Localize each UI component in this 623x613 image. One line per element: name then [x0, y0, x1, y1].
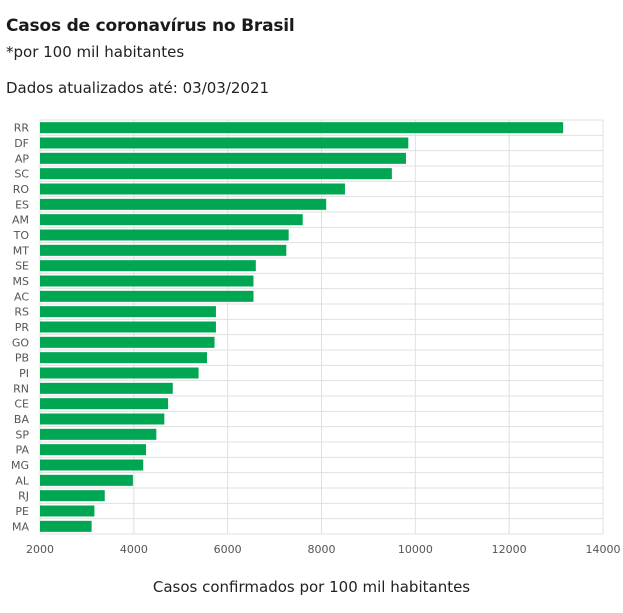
category-label: RJ	[18, 490, 29, 503]
category-label: SC	[14, 168, 29, 181]
category-label: CE	[14, 398, 29, 411]
category-label: MA	[12, 520, 29, 533]
bar-sp	[40, 428, 157, 440]
bar-am	[40, 214, 303, 226]
category-label: PA	[16, 444, 30, 457]
category-label: AC	[14, 290, 29, 303]
category-label: MT	[13, 244, 29, 257]
category-label: TO	[13, 229, 30, 242]
category-label: RO	[13, 183, 30, 196]
x-tick-label: 8000	[308, 543, 336, 556]
bar-ms	[40, 275, 254, 287]
category-label: SE	[15, 260, 29, 273]
bar-rs	[40, 306, 216, 318]
bar-pr	[40, 321, 216, 333]
x-tick-label: 6000	[214, 543, 242, 556]
bar-ap	[40, 152, 406, 164]
category-label: GO	[12, 336, 30, 349]
category-label: PI	[19, 367, 29, 380]
x-axis-label: Casos confirmados por 100 mil habitantes	[152, 578, 471, 596]
bar-al	[40, 474, 133, 486]
bar-ac	[40, 290, 254, 302]
category-label: ES	[15, 198, 29, 211]
category-label: SP	[15, 428, 29, 441]
category-label: RS	[14, 306, 29, 319]
category-label: AL	[15, 474, 30, 487]
category-label: MS	[13, 275, 29, 288]
bar-es	[40, 198, 327, 210]
category-label: MG	[11, 459, 29, 472]
bar-to	[40, 229, 289, 241]
x-tick-label: 2000	[26, 543, 54, 556]
bar-rr	[40, 122, 564, 134]
category-label: AM	[12, 214, 29, 227]
category-label: PR	[15, 321, 30, 334]
bar-ce	[40, 398, 169, 410]
category-label: RR	[14, 122, 30, 135]
bar-sc	[40, 168, 392, 180]
category-label: RN	[13, 382, 29, 395]
x-tick-label: 12000	[492, 543, 527, 556]
bar-ba	[40, 413, 165, 425]
bar-se	[40, 260, 256, 272]
x-tick-label: 14000	[586, 543, 621, 556]
x-tick-label: 4000	[120, 543, 148, 556]
update-date: Dados atualizados até: 03/03/2021	[6, 79, 270, 97]
bar-go	[40, 336, 215, 348]
bar-pa	[40, 444, 147, 456]
bar-rj	[40, 490, 105, 502]
x-tick-label: 10000	[398, 543, 433, 556]
bar-mt	[40, 244, 287, 256]
bar-mg	[40, 459, 144, 471]
chart-title: Casos de coronavírus no Brasil	[6, 16, 295, 36]
bar-pe	[40, 505, 95, 517]
category-label: PE	[15, 505, 29, 518]
category-label: BA	[14, 413, 30, 426]
category-label: DF	[14, 137, 29, 150]
bar-ma	[40, 520, 92, 532]
category-label: PB	[15, 352, 29, 365]
bar-pi	[40, 367, 199, 379]
bar-pb	[40, 352, 208, 364]
bar-rn	[40, 382, 173, 394]
bar-df	[40, 137, 409, 149]
category-label: AP	[15, 152, 30, 165]
chart-subtitle: *por 100 mil habitantes	[6, 43, 185, 61]
bar-ro	[40, 183, 345, 195]
